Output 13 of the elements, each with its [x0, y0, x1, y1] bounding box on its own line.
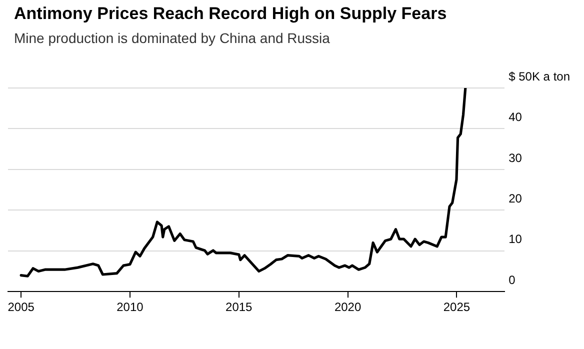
y-tick-label: 30 [508, 150, 522, 165]
y-tick-label: 0 [508, 272, 516, 287]
x-tick-label: 2015 [226, 300, 253, 314]
chart-title: Antimony Prices Reach Record High on Supply Fears [14, 4, 447, 24]
y-tick-label: 10 [508, 232, 522, 246]
y-tick-label: 20 [508, 191, 522, 206]
y-tick-label: $ 50K a ton [508, 69, 570, 84]
x-tick-label: 2010 [116, 300, 144, 314]
y-tick-label: 40 [508, 110, 522, 124]
chart-subtitle: Mine production is dominated by China and Russia [14, 30, 330, 46]
x-tick-label: 2005 [8, 300, 35, 314]
x-tick-label: 2020 [334, 300, 362, 314]
x-tick-label: 2025 [443, 300, 470, 314]
